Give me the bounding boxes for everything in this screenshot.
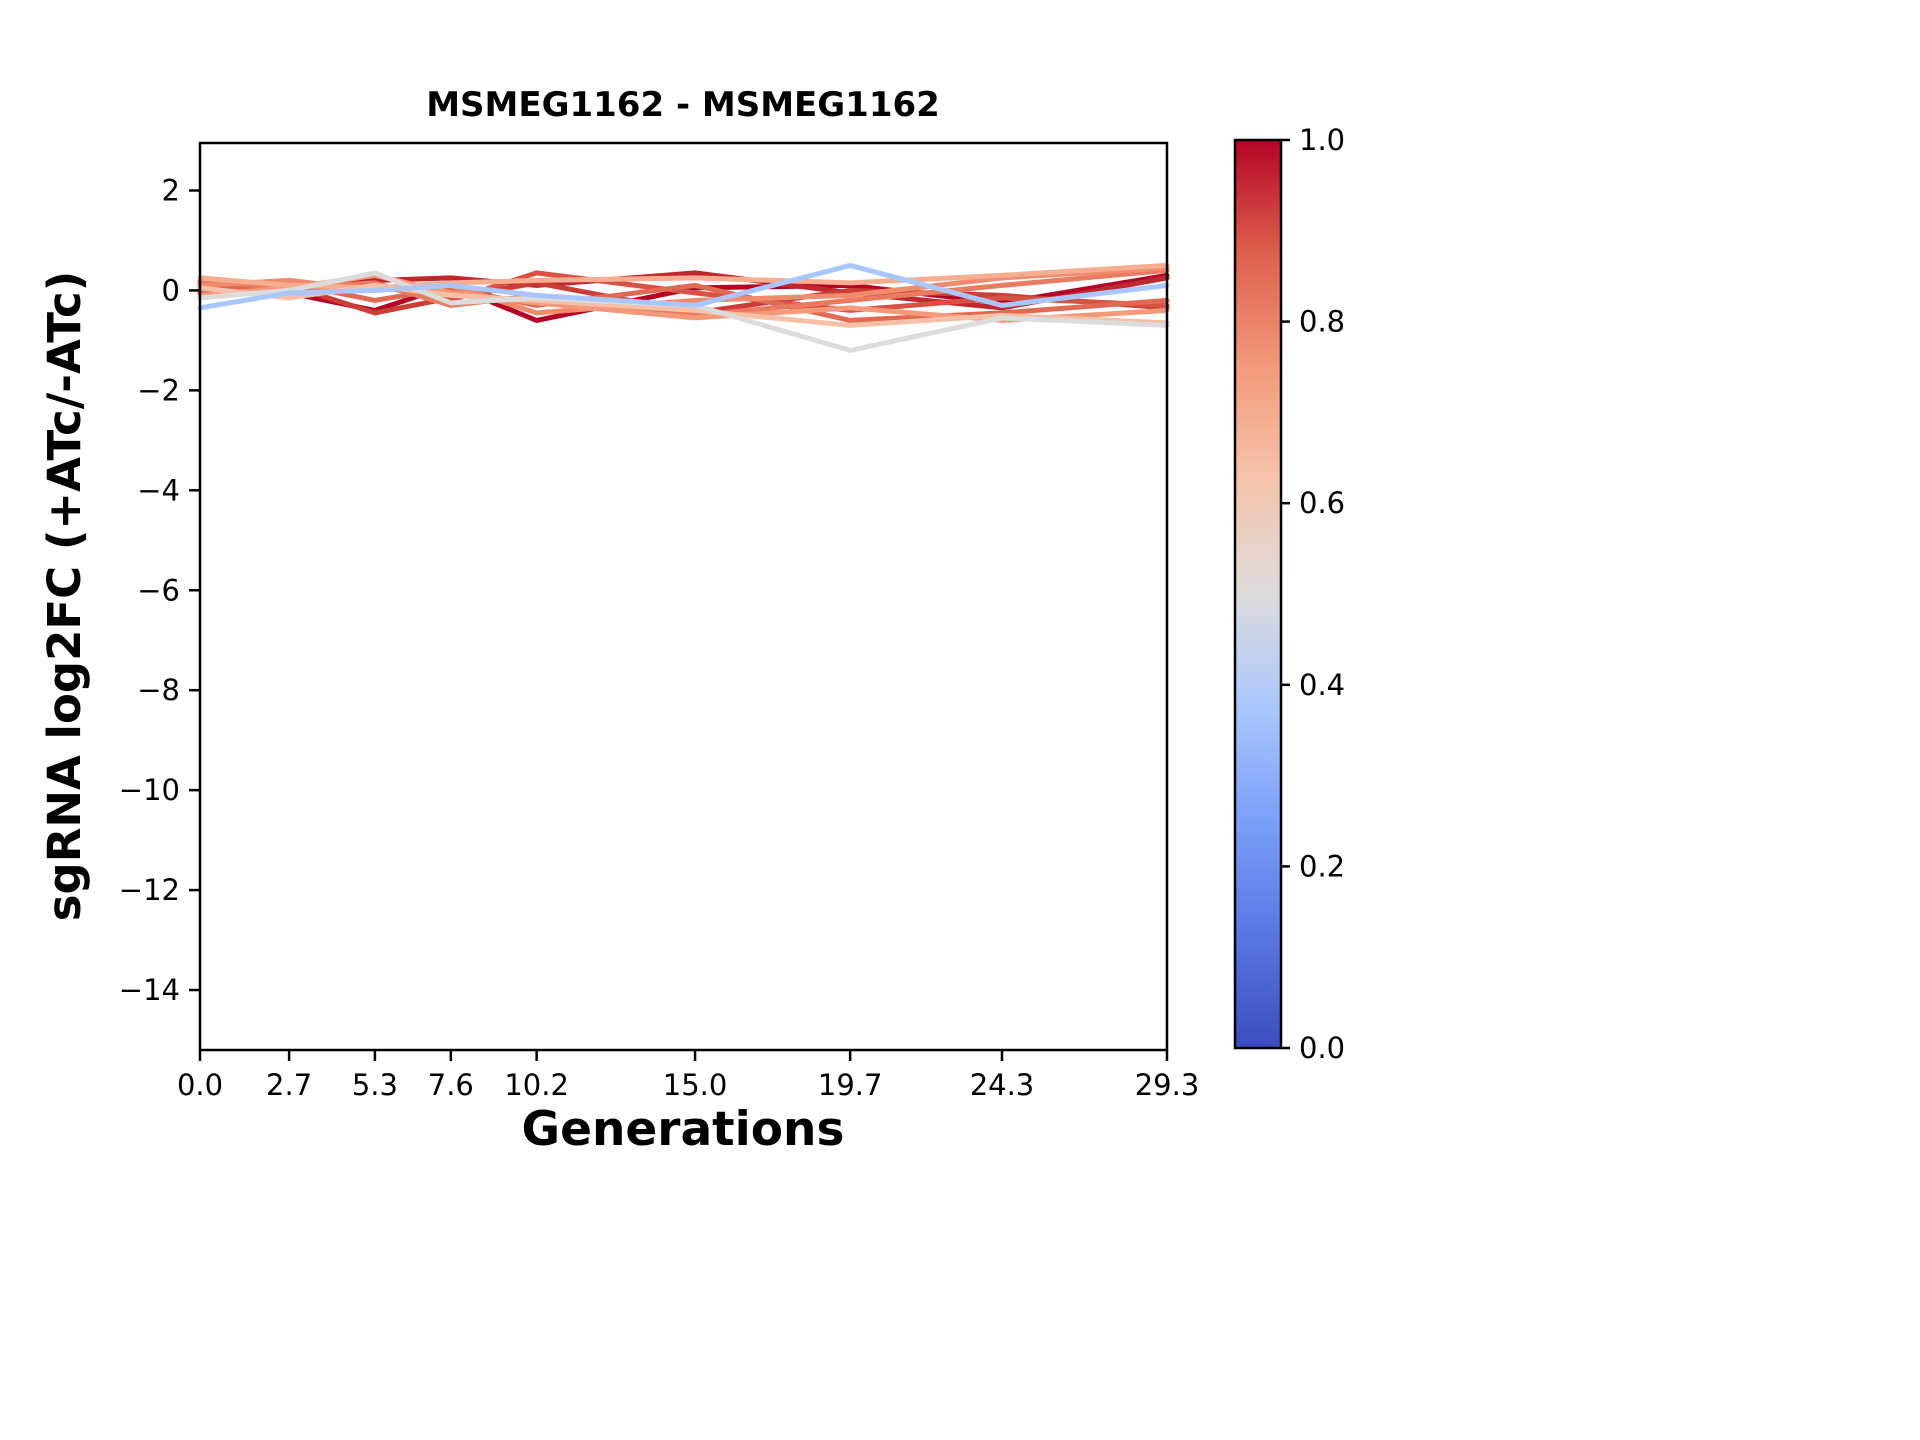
x-tick-label: 10.2	[504, 1068, 569, 1102]
x-tick-label: 19.7	[818, 1068, 883, 1102]
series-lines	[197, 262, 1170, 353]
x-tick-label: 2.7	[266, 1068, 312, 1102]
x-tick-label: 29.3	[1135, 1068, 1200, 1102]
y-tick-label: −6	[137, 573, 180, 607]
x-axis-label: Generations	[522, 1102, 845, 1157]
y-tick-label: −12	[119, 873, 180, 907]
x-tick-label: 24.3	[970, 1068, 1035, 1102]
x-tick-label: 0.0	[177, 1068, 223, 1102]
colorbar-tick-label: 0.6	[1299, 486, 1345, 520]
series-line-sgRNA-01	[197, 272, 1170, 323]
colorbar-tick-label: 1.0	[1299, 123, 1345, 157]
colorbar-ticks: 0.0 0.2 0.4 0.6 0.8 1.0	[1281, 123, 1345, 1065]
chart-title: MSMEG1162 - MSMEG1162	[426, 85, 940, 125]
y-tick-label: −10	[119, 773, 180, 807]
x-tick-label: 15.0	[663, 1068, 728, 1102]
y-tick-label: −4	[137, 473, 180, 507]
y-axis-label: sgRNA log2FC (+ATc/-ATc)	[38, 271, 91, 922]
x-tick-label: 7.6	[428, 1068, 474, 1102]
y-tick-label: 2	[162, 173, 180, 207]
colorbar-tick-label: 0.8	[1299, 305, 1345, 339]
x-tick-label: 5.3	[352, 1068, 398, 1102]
colorbar	[1233, 138, 1283, 1050]
x-axis-ticks: 0.0 2.7 5.3 7.6 10.2 15.0 19.7 24.3 29.3	[177, 1050, 1199, 1102]
series-line-sgRNA-12	[197, 262, 1170, 311]
plot-frame	[198, 141, 1169, 1052]
colorbar-tick-label: 0.2	[1299, 849, 1345, 883]
y-tick-label: −2	[137, 373, 180, 407]
y-tick-label: −14	[119, 973, 180, 1007]
y-axis-ticks: 2 0 −2 −4 −6 −8 −10 −12 −14	[119, 173, 200, 1007]
y-tick-label: 0	[162, 273, 180, 307]
colorbar-tick-label: 0.4	[1299, 668, 1345, 702]
colorbar-tick-label: 0.0	[1299, 1031, 1345, 1065]
y-tick-label: −8	[137, 673, 180, 707]
